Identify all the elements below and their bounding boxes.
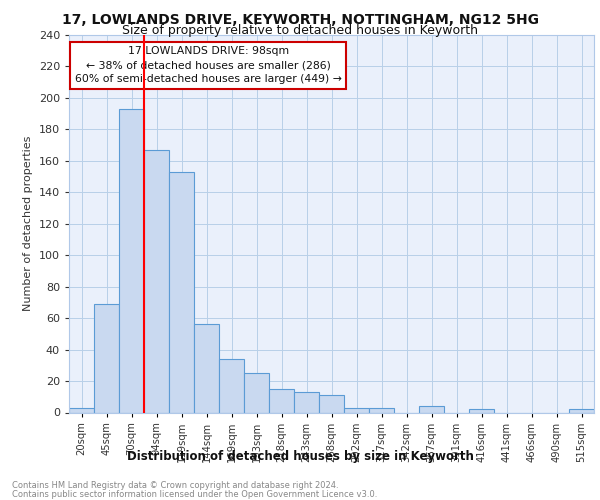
Bar [244, 373, 269, 412]
Bar [69, 408, 94, 412]
Y-axis label: Number of detached properties: Number of detached properties [23, 136, 33, 312]
Text: Size of property relative to detached houses in Keyworth: Size of property relative to detached ho… [122, 24, 478, 37]
Bar [169, 172, 194, 412]
Text: Contains public sector information licensed under the Open Government Licence v3: Contains public sector information licen… [12, 490, 377, 499]
Bar [294, 392, 319, 412]
Text: 17 LOWLANDS DRIVE: 98sqm
← 38% of detached houses are smaller (286)
60% of semi-: 17 LOWLANDS DRIVE: 98sqm ← 38% of detach… [74, 46, 341, 84]
Bar [319, 395, 344, 412]
Bar [194, 324, 219, 412]
Bar [119, 109, 144, 412]
Bar [344, 408, 369, 412]
Text: 17, LOWLANDS DRIVE, KEYWORTH, NOTTINGHAM, NG12 5HG: 17, LOWLANDS DRIVE, KEYWORTH, NOTTINGHAM… [62, 12, 539, 26]
Bar [469, 410, 494, 412]
Bar [144, 150, 169, 412]
Bar [94, 304, 119, 412]
Bar [219, 359, 244, 412]
Bar [569, 410, 594, 412]
Text: Contains HM Land Registry data © Crown copyright and database right 2024.: Contains HM Land Registry data © Crown c… [12, 481, 338, 490]
Text: Distribution of detached houses by size in Keyworth: Distribution of detached houses by size … [127, 450, 473, 463]
Bar [369, 408, 394, 412]
Bar [269, 389, 294, 412]
Bar [419, 406, 444, 412]
